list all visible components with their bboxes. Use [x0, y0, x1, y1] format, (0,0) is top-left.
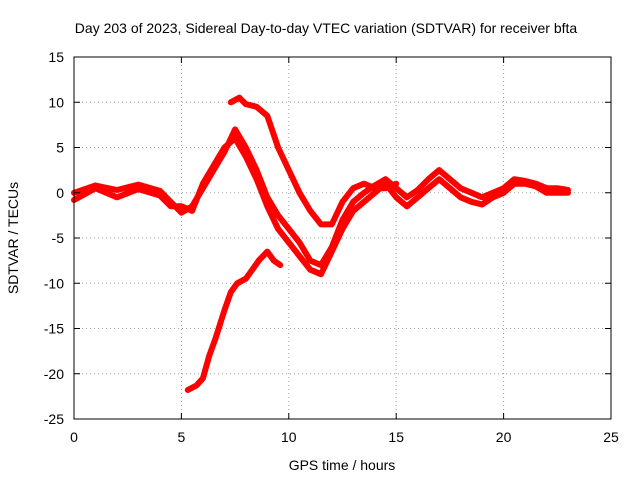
y-tick-label: -25 [44, 411, 64, 427]
y-tick-label: 15 [48, 49, 64, 65]
y-tick-label: -5 [52, 230, 65, 246]
x-tick-label: 25 [603, 429, 619, 445]
y-tick-label: 5 [56, 140, 64, 156]
x-tick-label: 0 [70, 429, 78, 445]
data-series [71, 94, 571, 393]
series-line-track-2 [71, 135, 571, 278]
series-line-track-4 [184, 248, 284, 393]
x-tick-label: 10 [281, 429, 297, 445]
x-tick-label: 20 [496, 429, 512, 445]
y-tick-label: 0 [56, 185, 64, 201]
y-tick-label: -10 [44, 275, 64, 291]
axis-ticks: 0 5 10 15 20 25 -25 -20 -15 -10 -5 0 5 10 15 [44, 49, 619, 445]
x-tick-label: 5 [178, 429, 186, 445]
y-tick-label: 10 [48, 94, 64, 110]
chart-title: Day 203 of 2023, Sidereal Day-to-day VTE… [75, 20, 578, 36]
y-tick-label: -15 [44, 321, 64, 337]
y-tick-label: -20 [44, 366, 64, 382]
y-axis-label: SDTVAR / TECUs [5, 182, 21, 294]
x-tick-label: 15 [388, 429, 404, 445]
x-axis-label: GPS time / hours [289, 457, 396, 473]
series-line-track-3 [227, 94, 400, 228]
grid-lines [74, 57, 611, 419]
